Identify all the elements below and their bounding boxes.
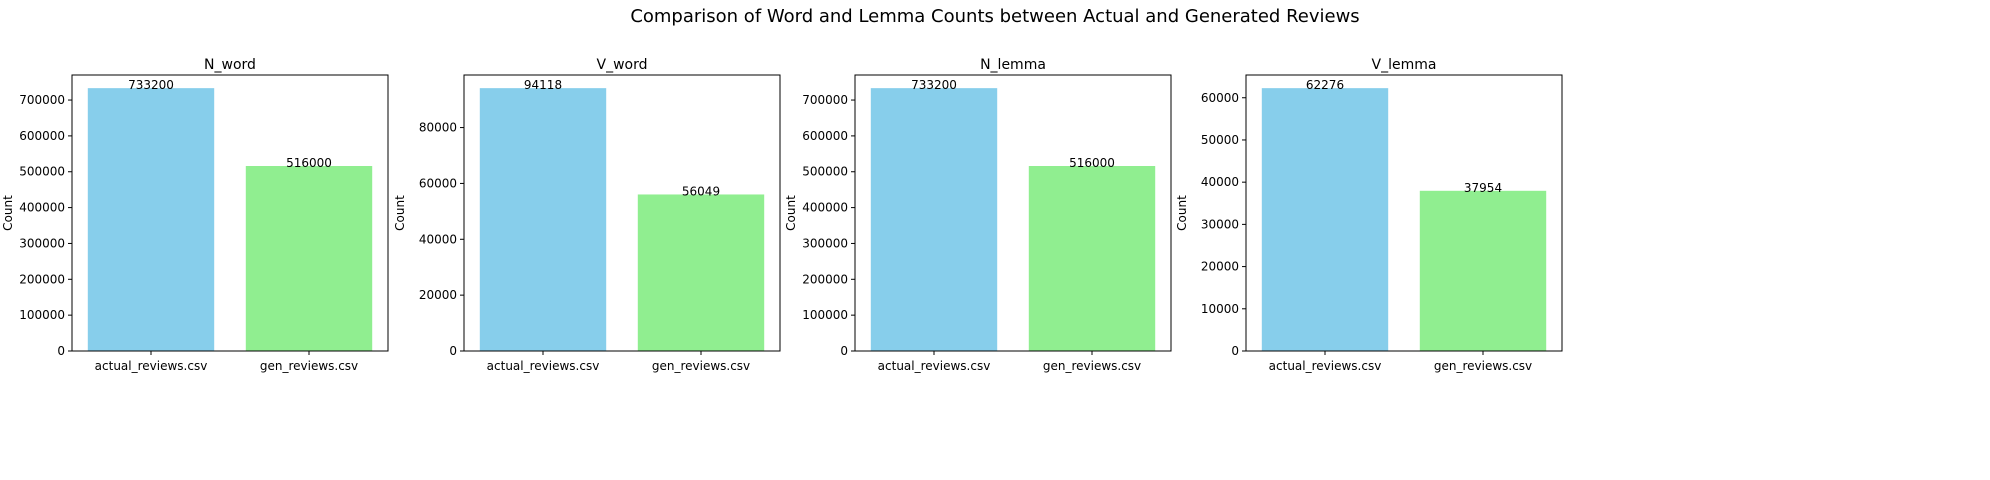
x-tick-label: gen_reviews.csv <box>1434 359 1532 373</box>
y-axis-label: Count <box>1175 195 1189 231</box>
subplot-title: V_word <box>597 57 648 73</box>
bar-actual <box>870 88 998 352</box>
subplot-title: N_lemma <box>980 57 1046 73</box>
y-tick-label: 0 <box>449 344 457 358</box>
bar-generated <box>245 166 373 351</box>
subplot-4: 62276 37954 0 10000 20000 30000 40000 50000 6000… <box>1175 57 1563 373</box>
y-tick-label: 0 <box>1231 344 1239 358</box>
bar-value-label: 62276 <box>1306 78 1344 92</box>
y-tick-label: 600000 <box>19 129 65 143</box>
y-tick-label: 100000 <box>802 308 848 322</box>
bar-generated <box>637 194 765 351</box>
y-tick-label: 80000 <box>419 121 457 135</box>
y-tick-label: 40000 <box>419 232 457 246</box>
y-tick-label: 100000 <box>19 308 65 322</box>
y-tick-label: 600000 <box>802 129 848 143</box>
axes-frame <box>463 74 781 352</box>
y-tick-label: 700000 <box>19 93 65 107</box>
axes-frame <box>854 74 1172 352</box>
x-tick-label: gen_reviews.csv <box>1043 359 1141 373</box>
bar-value-label: 37954 <box>1464 181 1502 195</box>
bar-actual <box>1261 88 1389 351</box>
subplot-2: 94118 56049 0 20000 40000 60000 80000 actual_re… <box>393 57 781 373</box>
y-tick-label: 10000 <box>1201 302 1239 316</box>
y-tick-label: 300000 <box>19 236 65 250</box>
bar-value-label: 516000 <box>286 156 332 170</box>
y-tick-label: 700000 <box>802 93 848 107</box>
bar-actual <box>87 88 215 352</box>
bar-value-label: 733200 <box>911 78 957 92</box>
figure-title: Comparison of Word and Lemma Counts betw… <box>630 6 1359 27</box>
subplot-1: 733200 516000 0 100000 200000 300000 400000 500… <box>1 57 389 373</box>
x-tick-label: actual_reviews.csv <box>487 359 600 373</box>
y-tick-label: 200000 <box>19 272 65 286</box>
y-tick-label: 200000 <box>802 272 848 286</box>
x-tick-label: gen_reviews.csv <box>260 359 358 373</box>
y-tick-label: 0 <box>57 344 65 358</box>
y-tick-label: 0 <box>840 344 848 358</box>
y-tick-label: 400000 <box>19 201 65 215</box>
y-tick-label: 60000 <box>419 176 457 190</box>
subplot-title: N_word <box>204 57 256 73</box>
y-axis-label: Count <box>393 195 407 231</box>
y-tick-label: 20000 <box>419 288 457 302</box>
axes-frame <box>1245 74 1563 352</box>
y-tick-label: 500000 <box>19 165 65 179</box>
bar-value-label: 733200 <box>128 78 174 92</box>
bar-generated <box>1419 190 1547 351</box>
y-tick-label: 500000 <box>802 165 848 179</box>
subplot-3: 733200 516000 0 100000 200000 300000 400000 500… <box>784 57 1172 373</box>
y-axis-label: Count <box>1 195 15 231</box>
axes-frame <box>71 74 389 352</box>
bar-actual <box>479 88 607 351</box>
y-axis-label: Count <box>784 195 798 231</box>
y-tick-label: 60000 <box>1201 91 1239 105</box>
bar-value-label: 56049 <box>682 184 720 198</box>
bar-value-label: 94118 <box>524 78 562 92</box>
y-tick-label: 40000 <box>1201 175 1239 189</box>
x-tick-label: actual_reviews.csv <box>95 359 208 373</box>
x-tick-label: actual_reviews.csv <box>878 359 991 373</box>
subplot-title: V_lemma <box>1372 57 1437 73</box>
bar-generated <box>1028 166 1156 351</box>
bar-value-label: 516000 <box>1069 156 1115 170</box>
x-tick-label: actual_reviews.csv <box>1269 359 1382 373</box>
x-tick-label: gen_reviews.csv <box>652 359 750 373</box>
y-tick-label: 400000 <box>802 201 848 215</box>
y-tick-label: 300000 <box>802 236 848 250</box>
y-tick-label: 50000 <box>1201 133 1239 147</box>
y-tick-label: 30000 <box>1201 217 1239 231</box>
y-tick-label: 20000 <box>1201 260 1239 274</box>
